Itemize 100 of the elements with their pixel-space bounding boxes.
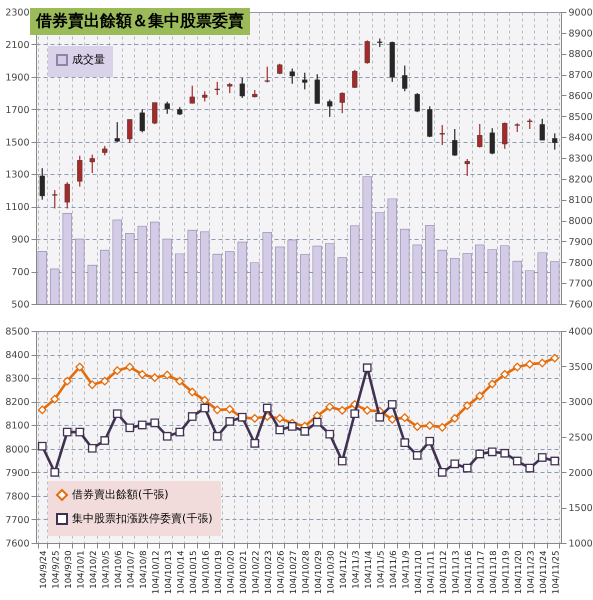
candlestick — [264, 66, 270, 84]
y-tick-label: 1500 — [5, 137, 30, 148]
point — [375, 412, 384, 422]
x-tick-label: 104/9/25 — [51, 550, 62, 589]
point — [162, 432, 172, 441]
point — [175, 376, 184, 386]
x-tick-label: 104/10/16 — [201, 550, 212, 594]
y-tick-label: 7600 — [5, 538, 30, 550]
point — [138, 370, 147, 379]
point — [50, 394, 60, 404]
x-tick-label: 104/11/17 — [476, 550, 486, 594]
candlestick — [464, 158, 470, 177]
x-tick-label: 104/10/26 — [276, 550, 286, 594]
point — [312, 418, 322, 427]
x-tick-label: 104/11/11 — [426, 550, 436, 594]
point — [75, 428, 84, 436]
x-tick-label: 104/10/20 — [226, 550, 236, 594]
y2-tick-label: 1500 — [568, 503, 593, 514]
point — [62, 428, 72, 436]
candlestick — [402, 65, 408, 92]
x-tick-label: 104/11/25 — [551, 550, 562, 594]
candlestick — [240, 77, 245, 99]
point — [50, 468, 60, 477]
candlestick — [514, 122, 520, 133]
x-tick-label: 104/10/22 — [251, 550, 262, 594]
y-tick-label: 8200 — [5, 397, 30, 408]
y2-tick-label: 8800 — [568, 49, 593, 60]
x-tick-label: 104/10/13 — [164, 550, 174, 594]
candlestick — [64, 182, 70, 210]
candlestick — [127, 118, 132, 144]
candlestick — [40, 168, 45, 200]
point — [100, 436, 110, 445]
y-tick-label: 8300 — [5, 374, 30, 385]
x-tick-label: 104/10/12 — [151, 550, 162, 594]
point — [62, 376, 72, 386]
candlestick — [90, 154, 95, 174]
candlestick — [352, 69, 358, 89]
x-tick-label: 104/10/29 — [314, 550, 324, 594]
x-tick-label: 104/11/9 — [401, 550, 412, 589]
point — [338, 406, 347, 415]
y-tick-label: 7800 — [5, 491, 30, 502]
y2-tick-label: 8400 — [568, 132, 593, 144]
point — [462, 464, 472, 472]
y-tick-label: 7700 — [5, 514, 30, 526]
point — [75, 362, 84, 372]
point — [288, 422, 297, 431]
point — [212, 406, 222, 414]
point — [112, 409, 122, 418]
x-tick-label: 104/11/4 — [364, 550, 374, 589]
point — [500, 370, 510, 379]
candlestick — [552, 132, 558, 150]
y2-tick-label: 7800 — [568, 258, 593, 269]
candlestick — [214, 81, 220, 96]
point — [112, 366, 122, 375]
x-tick-label: 104/11/2 — [338, 550, 349, 589]
y2-tick-label: 8500 — [568, 112, 593, 123]
point — [300, 426, 310, 436]
chart-title: 借券賣出餘額＆集中股票委賣 — [30, 8, 250, 35]
point — [450, 459, 460, 468]
point — [388, 400, 397, 409]
point — [475, 450, 484, 458]
point — [200, 404, 210, 412]
y2-tick-label: 8700 — [568, 70, 593, 82]
x-tick-label: 104/11/16 — [464, 550, 474, 594]
y2-tick-label: 8600 — [568, 90, 593, 102]
y-tick-label: 8500 — [5, 326, 30, 338]
point — [412, 451, 422, 460]
point — [525, 464, 534, 472]
y2-tick-label: 7900 — [568, 236, 593, 248]
legend-label: 成交量 — [72, 53, 105, 66]
point — [538, 453, 547, 462]
candlestick — [302, 72, 308, 90]
candlestick — [140, 108, 145, 133]
candlestick — [327, 99, 332, 118]
x-tick-label: 104/9/24 — [38, 550, 49, 589]
point — [150, 418, 160, 428]
point — [175, 428, 184, 436]
y-tick-label: 2300 — [5, 8, 30, 18]
point — [362, 363, 372, 372]
y2-tick-label: 8100 — [568, 195, 593, 206]
y-tick-label: 900 — [11, 234, 30, 246]
x-tick-label: 104/10/1 — [76, 550, 86, 589]
point — [275, 426, 284, 434]
point — [350, 409, 360, 418]
x-tick-label: 104/10/5 — [101, 550, 112, 589]
point — [425, 421, 434, 430]
x-tick-label: 104/11/12 — [438, 550, 449, 594]
x-tick-label: 104/11/13 — [451, 550, 462, 594]
x-tick-label: 104/10/30 — [326, 550, 336, 594]
x-tick-label: 104/11/10 — [414, 550, 424, 594]
point — [488, 447, 497, 456]
candlestick — [440, 124, 445, 146]
point — [188, 388, 197, 396]
x-tick-label: 104/10/6 — [114, 550, 124, 589]
y2-tick-label: 8300 — [568, 154, 593, 164]
x-tick-label: 104/11/20 — [514, 550, 524, 594]
candlestick — [164, 101, 170, 114]
point — [412, 422, 422, 431]
x-tick-label: 104/11/6 — [388, 550, 399, 589]
y2-tick-label: 7700 — [568, 278, 593, 290]
